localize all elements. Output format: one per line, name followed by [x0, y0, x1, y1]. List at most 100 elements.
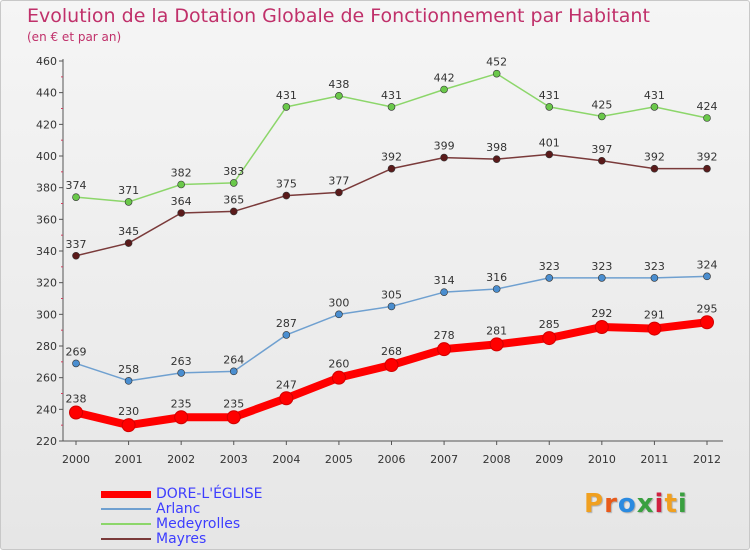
- data-label: 442: [434, 72, 455, 85]
- y-tick-label: 220: [36, 435, 57, 448]
- data-label: 374: [66, 179, 87, 192]
- y-tick-label: 260: [36, 372, 57, 385]
- data-point: [492, 69, 501, 78]
- data-label: 268: [381, 345, 402, 358]
- x-tick-label: 2005: [325, 453, 353, 466]
- data-label: 235: [223, 397, 244, 410]
- y-tick-label: 460: [36, 55, 57, 68]
- data-label: 383: [223, 165, 244, 178]
- data-label: 305: [381, 288, 402, 301]
- x-tick-label: 2008: [483, 453, 511, 466]
- logo-letter: o: [617, 489, 637, 519]
- data-point: [282, 103, 291, 111]
- data-point: [650, 164, 659, 173]
- data-point: [279, 391, 294, 406]
- legend-swatch: [101, 491, 151, 498]
- y-tick-label: 280: [36, 340, 57, 353]
- data-point: [124, 239, 133, 247]
- chart-title: Evolution de la Dotation Globale de Fonc…: [27, 5, 650, 27]
- data-label: 323: [591, 260, 612, 273]
- data-label: 392: [697, 151, 718, 164]
- data-point: [703, 164, 711, 173]
- data-point: [121, 418, 136, 433]
- data-label: 452: [486, 56, 507, 69]
- data-label: 425: [591, 98, 612, 111]
- logo-letter: t: [664, 489, 678, 519]
- data-label: 424: [697, 100, 718, 113]
- data-label: 287: [276, 317, 297, 330]
- data-point: [700, 315, 714, 330]
- y-tick-label: 400: [36, 150, 57, 163]
- data-point: [69, 405, 83, 420]
- data-label: 438: [328, 78, 349, 91]
- data-point: [229, 179, 238, 187]
- legend-label: Medeyrolles: [156, 516, 241, 532]
- y-tick-label: 240: [36, 403, 57, 416]
- legend-swatch: [101, 508, 151, 510]
- data-point: [335, 310, 343, 319]
- data-point: [545, 274, 554, 282]
- data-point: [387, 302, 396, 311]
- data-point: [440, 85, 448, 94]
- data-label: 337: [66, 238, 87, 251]
- data-label: 365: [223, 193, 244, 206]
- x-tick-label: 2000: [62, 453, 90, 466]
- data-label: 278: [434, 329, 455, 342]
- x-tick-label: 2012: [693, 453, 721, 466]
- data-label: 281: [486, 324, 507, 337]
- data-label: 377: [328, 174, 349, 187]
- y-tick-label: 420: [36, 118, 57, 131]
- data-point: [72, 193, 80, 201]
- data-label: 392: [381, 151, 402, 164]
- data-point: [650, 274, 659, 282]
- data-label: 269: [66, 345, 87, 358]
- data-point: [177, 180, 185, 189]
- legend-label: DORE-L'ÉGLISE: [156, 486, 263, 502]
- logo-letter: i: [677, 489, 688, 519]
- data-point: [177, 369, 185, 377]
- data-point: [72, 251, 80, 260]
- series-layer: [69, 69, 714, 433]
- data-point: [440, 288, 448, 296]
- data-label: 323: [644, 260, 665, 273]
- y-tick-label: 380: [36, 182, 57, 195]
- y-tick-label: 340: [36, 245, 57, 258]
- data-label: 397: [591, 143, 612, 156]
- data-point: [124, 377, 133, 385]
- data-label: 238: [66, 393, 87, 406]
- data-label: 399: [434, 140, 455, 153]
- y-tick-label: 440: [36, 87, 57, 100]
- data-point: [282, 331, 291, 339]
- logo-letter: r: [604, 489, 618, 519]
- data-label: 247: [276, 378, 297, 391]
- x-tick-label: 2011: [640, 453, 668, 466]
- x-tick-label: 2007: [430, 453, 458, 466]
- chart-subtitle: (en € et par an): [27, 30, 122, 44]
- data-point: [598, 156, 606, 165]
- data-point: [226, 410, 241, 425]
- data-point: [387, 103, 396, 111]
- legend-swatch: [101, 523, 151, 525]
- data-point: [229, 207, 238, 216]
- logo-letter: i: [654, 489, 665, 519]
- data-point: [492, 155, 501, 163]
- proxiti-logo: Proxiti: [584, 489, 688, 519]
- data-point: [282, 191, 291, 200]
- data-label: 260: [328, 358, 349, 371]
- data-point: [177, 209, 185, 217]
- data-label: 323: [539, 260, 560, 273]
- data-point: [647, 321, 662, 336]
- data-label: 431: [644, 89, 665, 102]
- logo-letter: P: [584, 489, 605, 519]
- data-label: 431: [276, 89, 297, 102]
- data-label: 345: [118, 225, 139, 238]
- y-tick-label: 300: [36, 308, 57, 321]
- data-point: [437, 342, 452, 357]
- x-tick-label: 2006: [378, 453, 406, 466]
- data-label: 431: [381, 89, 402, 102]
- data-point: [650, 103, 659, 111]
- data-point: [124, 198, 133, 206]
- data-point: [174, 410, 189, 425]
- y-tick-label: 360: [36, 213, 57, 226]
